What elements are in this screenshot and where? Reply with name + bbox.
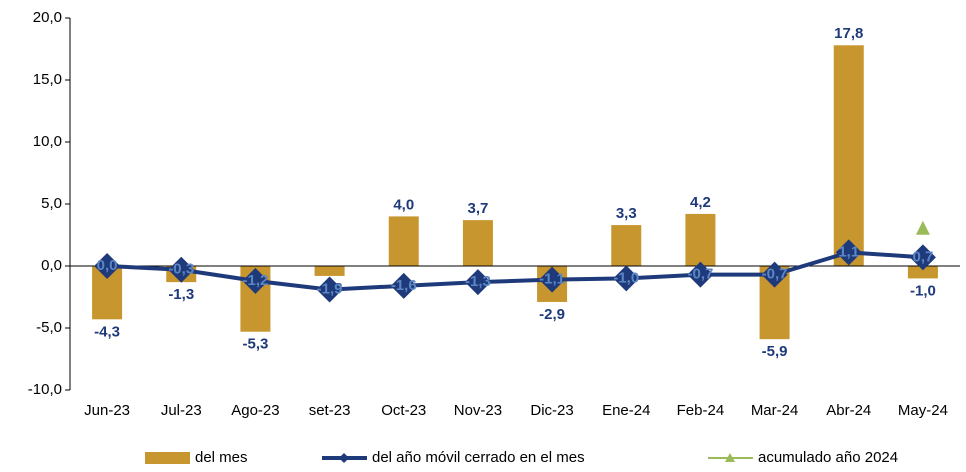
line-value-label: -1,2 (242, 272, 268, 289)
x-tick-label: Oct-23 (381, 402, 426, 419)
line-marker (687, 261, 714, 288)
bar (388, 216, 419, 266)
bar (462, 220, 493, 266)
line-value-label: -1,6 (391, 277, 417, 294)
line-marker (613, 265, 640, 292)
line-value-label: -0,7 (687, 266, 713, 283)
legend-swatch (339, 453, 349, 463)
y-tick-label: 20,0 (33, 9, 62, 26)
line-value-label: -0,3 (168, 261, 194, 278)
y-tick-label: -10,0 (28, 381, 62, 398)
line-marker (464, 269, 491, 296)
legend-label: del mes (195, 449, 248, 466)
x-tick-label: Jun-23 (84, 402, 130, 419)
x-tick-label: Ene-24 (602, 402, 650, 419)
bar (685, 213, 716, 266)
bar-value-label: -1,3 (168, 286, 194, 303)
line-value-label: -0,7 (762, 266, 788, 283)
line (106, 250, 924, 292)
y-tick-label: 10,0 (33, 133, 62, 150)
line-value-label: 0,7 (912, 248, 933, 265)
bar (907, 266, 938, 279)
bar-value-label: -5,9 (762, 343, 788, 360)
bar-value-label: -2,9 (539, 306, 565, 323)
line-value-label: -1,9 (317, 281, 343, 298)
bar-value-label: -4,3 (94, 323, 120, 340)
line-marker (94, 253, 121, 279)
bar (833, 45, 864, 266)
legend-label: del año móvil cerrado en el mes (372, 449, 585, 466)
line-marker (316, 276, 343, 303)
bar-value-label: 3,3 (616, 205, 637, 222)
legend-swatch (725, 453, 735, 462)
bar-value-label: -5,3 (242, 336, 268, 353)
line-marker (242, 267, 269, 294)
line-value-label: -1,0 (613, 269, 639, 286)
y-tick-label: -5,0 (36, 319, 62, 336)
x-tick-label: Ago-23 (231, 402, 279, 419)
bar-value-label: 3,7 (467, 200, 488, 217)
bar (314, 266, 345, 276)
y-tick-label: 15,0 (33, 71, 62, 88)
bar-value-label: 4,2 (690, 194, 711, 211)
line-marker (909, 244, 936, 271)
bar-value-label: -1,0 (910, 282, 936, 299)
x-tick-label: Dic-23 (530, 402, 573, 419)
x-tick-label: set-23 (309, 402, 351, 419)
line-marker (390, 272, 417, 299)
line-marker (835, 239, 862, 266)
x-tick-label: Abr-24 (826, 402, 871, 419)
x-tick-label: Nov-23 (454, 402, 502, 419)
bar-value-label: 17,8 (834, 25, 863, 42)
x-tick-label: Jul-23 (161, 402, 202, 419)
legend-label: acumulado año 2024 (758, 449, 898, 466)
x-tick-label: Feb-24 (677, 402, 725, 419)
line-value-label: 0,0 (97, 257, 118, 274)
triangle-marker (915, 220, 930, 235)
y-tick-label: 0,0 (41, 257, 62, 274)
line-value-label: -1,1 (539, 271, 565, 288)
bar (611, 225, 642, 266)
line-marker (539, 266, 566, 293)
x-tick-label: May-24 (898, 402, 948, 419)
line-value-label: 1,1 (838, 243, 859, 260)
x-tick-label: Mar-24 (751, 402, 799, 419)
legend-swatch (145, 452, 190, 464)
bar-value-label: 4,0 (393, 196, 414, 213)
y-tick-label: 5,0 (41, 195, 62, 212)
line-marker (761, 261, 788, 288)
line-value-label: -1,3 (465, 273, 491, 290)
line-marker (168, 256, 195, 283)
